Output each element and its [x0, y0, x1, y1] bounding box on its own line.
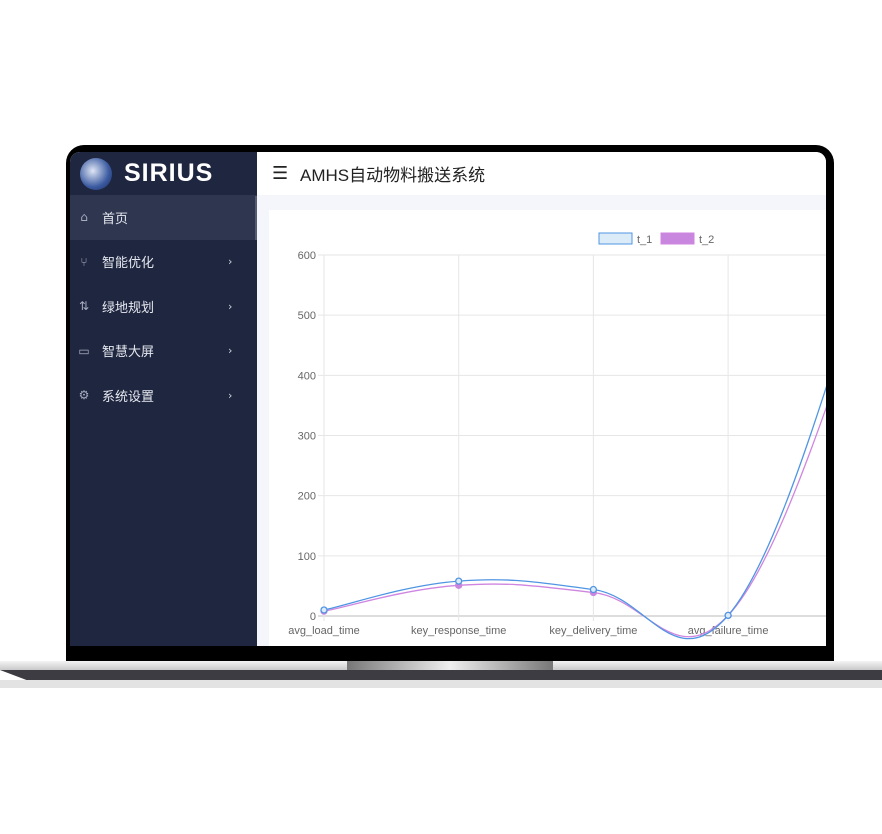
sidebar-item-0[interactable]: ⌂ 首页 [70, 195, 257, 240]
data-point-t_1 [724, 611, 732, 620]
chevron-right-icon: › [228, 255, 233, 269]
y-tick-label: 600 [298, 250, 316, 262]
data-point-t_1 [589, 585, 598, 594]
y-tick-label: 300 [298, 431, 316, 443]
sidebar-item-2[interactable]: ⇅ 绿地规划 › [70, 284, 257, 329]
sidebar-item-label: 智慧大屏 [102, 345, 155, 361]
data-point-t_1 [320, 606, 328, 614]
laptop-base-edge [0, 670, 882, 680]
legend-label-t_1: t_1 [637, 234, 652, 246]
sidebar-item-label: 绿地规划 [102, 300, 155, 316]
x-tick-label: avg_load_time [288, 625, 360, 637]
x-tick-label: key_response_time [411, 625, 506, 637]
home-icon: ⌂ [80, 210, 88, 225]
y-tick-label: 100 [298, 551, 316, 563]
x-tick-label: avg_failure_time [688, 625, 769, 637]
logo[interactable]: SIRIUS [70, 152, 257, 195]
branch-icon: ⑂ [80, 254, 88, 269]
laptop-hinge [347, 661, 553, 670]
line-chart: 0 100 200 300 400 500 600 avg_load_time key_resp… [288, 232, 826, 640]
series-line-t_2 [323, 406, 826, 638]
wolf-logo-icon [80, 157, 112, 190]
chevron-right-icon: › [228, 344, 233, 358]
gear-icon: ⚙ [78, 388, 90, 403]
y-tick-label: 200 [298, 491, 316, 503]
laptop-base-shadow [0, 680, 882, 688]
main-content: 0 100 200 300 400 500 600 avg_load_time key_resp… [257, 195, 826, 646]
chart-card: 0 100 200 300 400 500 600 avg_load_time key_resp… [269, 210, 826, 646]
sidebar-item-4[interactable]: ⚙ 系统设置 › [70, 373, 257, 418]
x-tick-label: key_delivery_time [549, 625, 637, 637]
monitor-icon: ▭ [78, 343, 90, 358]
sidebar-item-1[interactable]: ⑂ 智能优化 › [70, 240, 257, 285]
git-compare-icon: ⇅ [78, 299, 90, 314]
menu-toggle-icon[interactable]: ☰ [272, 163, 289, 184]
legend-label-t_2: t_2 [699, 234, 714, 246]
series-line-t_1 [323, 386, 826, 640]
legend-swatch-t_2 [660, 232, 695, 245]
sidebar-item-label: 智能优化 [102, 256, 155, 272]
sidebar-item-label: 系统设置 [102, 389, 155, 405]
page-title: AMHS自动物料搬送系统 [300, 166, 486, 185]
sidebar: SIRIUS ⌂ 首页 ⑂ 智能优化 › ⇅ 绿地规划 › ▭ 智慧大屏 › ⚙ 系统设置 › [70, 152, 258, 646]
y-tick-label: 0 [310, 611, 316, 623]
app-screen: SIRIUS ⌂ 首页 ⑂ 智能优化 › ⇅ 绿地规划 › ▭ 智慧大屏 › ⚙ 系统设置 › ☰ AMH… [70, 152, 826, 646]
sidebar-item-3[interactable]: ▭ 智慧大屏 › [70, 329, 257, 374]
header: ☰ AMHS自动物料搬送系统 [257, 152, 826, 195]
legend-swatch-t_1 [598, 232, 633, 245]
y-tick-label: 500 [298, 310, 316, 322]
sidebar-item-label: 首页 [102, 211, 129, 227]
chevron-right-icon: › [228, 388, 233, 402]
chevron-right-icon: › [228, 299, 233, 313]
brand-name: SIRIUS [124, 159, 214, 187]
data-point-t_1 [455, 577, 463, 585]
sidebar-scrollbar[interactable] [255, 196, 258, 240]
y-tick-label: 400 [298, 370, 316, 382]
